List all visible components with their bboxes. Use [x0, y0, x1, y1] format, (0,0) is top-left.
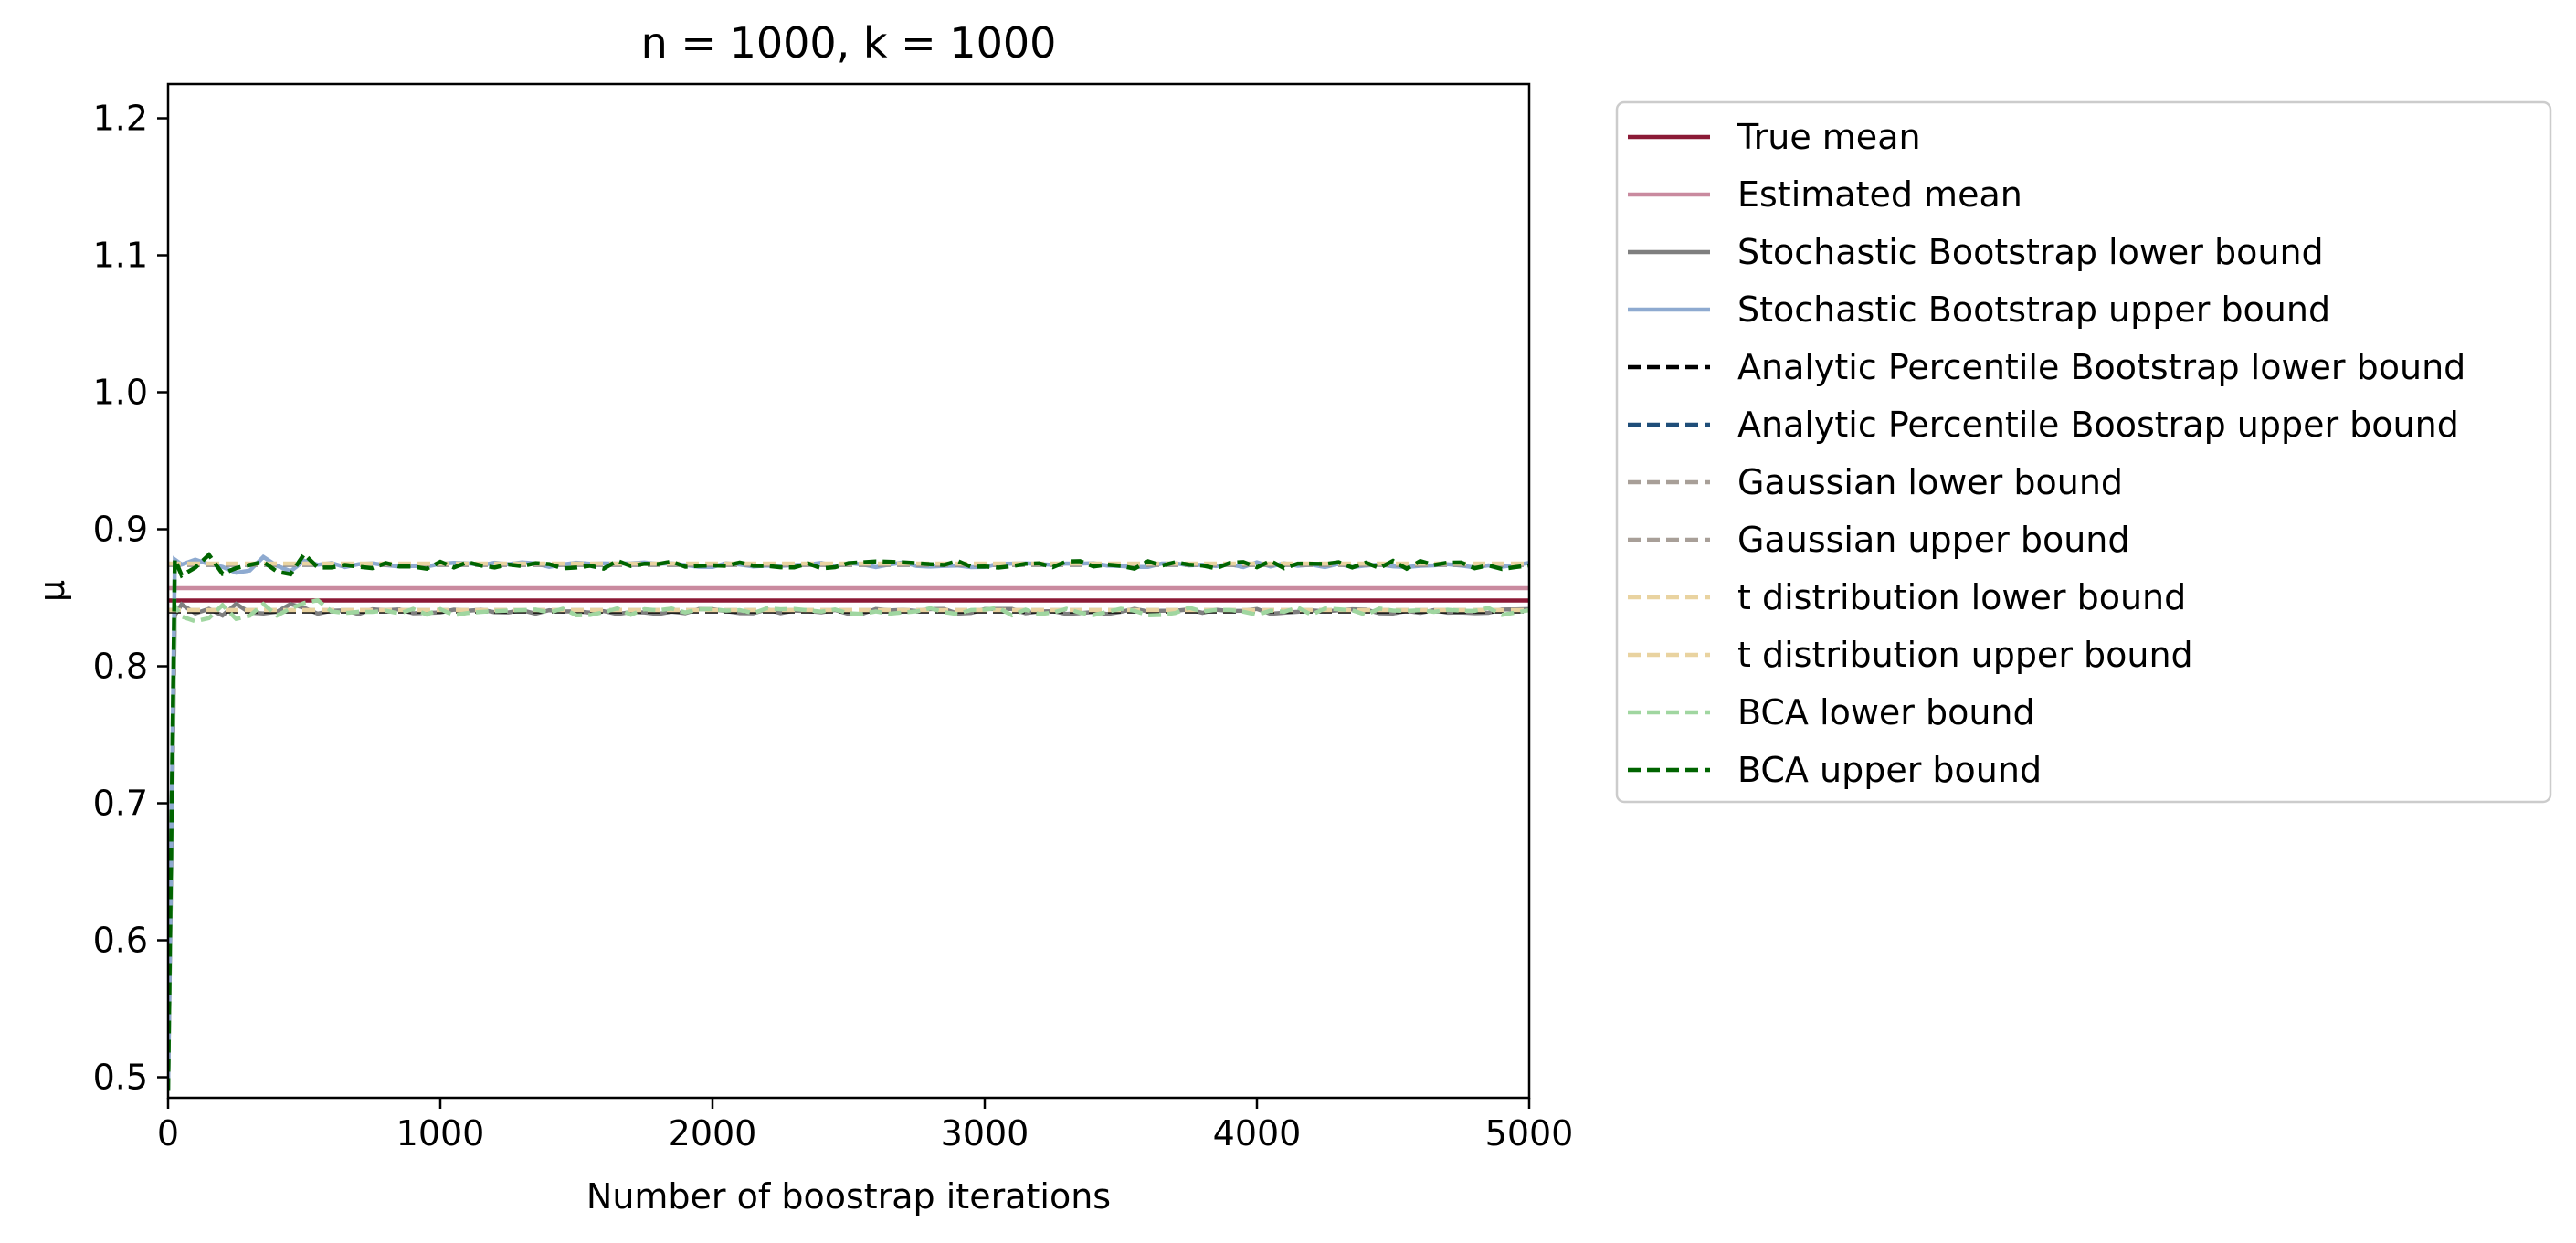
y-tick-label: 0.6: [93, 921, 148, 961]
y-axis: 0.5 0.6 0.7 0.8 0.9 1.0 1.1 1.2: [93, 99, 168, 1098]
y-tick-label: 1.1: [93, 236, 148, 276]
legend-label: t distribution lower bound: [1737, 577, 2186, 617]
x-tick-label: 0: [157, 1113, 179, 1153]
series-line: [168, 551, 1529, 1091]
y-tick-label: 0.5: [93, 1058, 148, 1098]
y-tick-label: 1.2: [93, 99, 148, 139]
legend: True mean Estimated mean Stochastic Bootst…: [1615, 100, 2552, 804]
legend-label: Estimated mean: [1737, 174, 2022, 215]
legend-label: Gaussian lower bound: [1737, 462, 2123, 502]
legend-label: t distribution upper bound: [1737, 635, 2193, 675]
x-tick-label: 3000: [941, 1113, 1029, 1153]
legend-label: Analytic Percentile Bootstrap lower boun…: [1737, 347, 2465, 387]
y-tick-label: 0.9: [93, 510, 148, 550]
plot-frame: [166, 82, 1531, 1100]
x-tick-label: 2000: [669, 1113, 757, 1153]
y-axis-label: μ: [32, 580, 72, 602]
legend-label: Stochastic Bootstrap lower bound: [1737, 232, 2324, 272]
y-tick-label: 0.7: [93, 784, 148, 824]
x-tick-label: 5000: [1485, 1113, 1574, 1153]
y-tick-label: 1.0: [93, 373, 148, 413]
legend-label: Gaussian upper bound: [1737, 520, 2130, 560]
x-axis-label: Number of boostrap iterations: [586, 1176, 1111, 1217]
chart-title: n = 1000, k = 1000: [641, 18, 1057, 68]
legend-frame: [1615, 100, 2552, 804]
legend-label: BCA upper bound: [1737, 750, 2042, 790]
series-line: [168, 597, 1529, 1091]
plot-area: [168, 551, 1529, 1091]
legend-label: BCA lower bound: [1737, 692, 2035, 732]
legend-label: Stochastic Bootstrap upper bound: [1737, 290, 2330, 330]
legend-label: Analytic Percentile Boostrap upper bound: [1737, 405, 2459, 445]
legend-label: True mean: [1737, 117, 1921, 157]
x-tick-label: 1000: [396, 1113, 485, 1153]
y-tick-label: 0.8: [93, 647, 148, 687]
x-axis: 0 1000 2000 3000 4000 5000: [157, 1098, 1573, 1153]
x-tick-label: 4000: [1213, 1113, 1302, 1153]
